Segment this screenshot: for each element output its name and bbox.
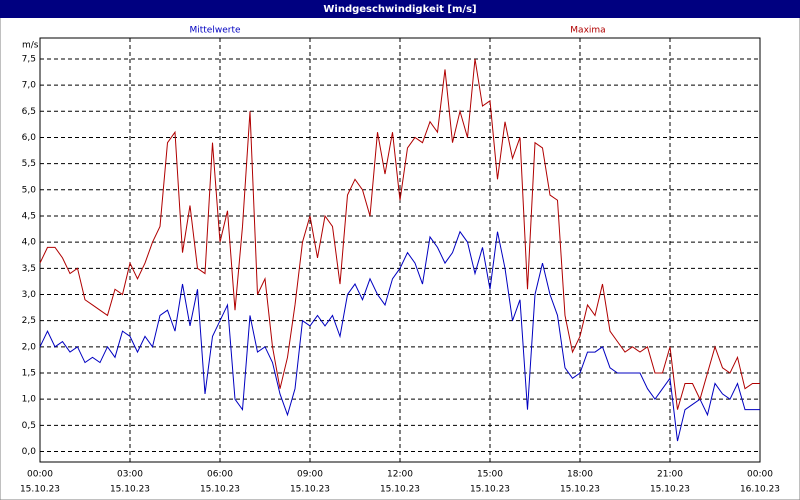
y-tick-label: 5,5: [22, 159, 36, 169]
legend-entry: Mittelwerte: [189, 26, 240, 36]
y-tick-label: 5,0: [22, 185, 37, 195]
y-tick-label: 6,5: [22, 107, 36, 117]
y-tick-label: 3,5: [22, 264, 36, 274]
y-tick-label: 2,5: [22, 316, 36, 326]
y-tick-label: 1,0: [22, 395, 37, 405]
y-tick-label: 3,0: [22, 290, 37, 300]
x-tick-date: 15.10.23: [110, 485, 150, 495]
x-tick-label: 06:00: [207, 470, 233, 480]
x-tick-label: 18:00: [567, 470, 593, 480]
y-tick-label: 2,0: [22, 342, 37, 352]
y-tick-label: 0,5: [22, 421, 36, 431]
data-line: [39, 58, 760, 410]
y-tick-label: 7,5: [22, 54, 36, 64]
legend-entry: Maxima: [570, 26, 605, 36]
y-tick-label: 4,0: [22, 238, 37, 248]
y-tick-label: 6,0: [22, 133, 37, 143]
x-tick-label: 09:00: [297, 470, 323, 480]
x-tick-date: 15.10.23: [200, 485, 240, 495]
data-line: [39, 230, 760, 442]
title-bar: [0, 0, 800, 18]
y-tick-label: 4,5: [22, 211, 36, 221]
y-tick-label: 7,0: [22, 81, 37, 91]
x-tick-label: 12:00: [387, 470, 413, 480]
x-tick-label: 00:00: [27, 470, 53, 480]
x-tick-date: 15.10.23: [650, 485, 690, 495]
x-tick-label: 00:00: [747, 470, 773, 480]
chart-title: Windgeschwindigkeit [m/s]: [323, 4, 476, 15]
x-tick-date: 16.10.23: [740, 485, 780, 495]
x-tick-date: 15.10.23: [20, 485, 60, 495]
x-tick-date: 15.10.23: [470, 485, 510, 495]
y-axis-label: m/s: [22, 41, 39, 51]
x-tick-label: 15:00: [477, 470, 503, 480]
x-tick-label: 21:00: [657, 470, 683, 480]
x-tick-label: 03:00: [117, 470, 143, 480]
x-tick-date: 15.10.23: [290, 485, 330, 495]
x-tick-date: 15.10.23: [560, 485, 600, 495]
y-tick-label: 1,5: [22, 369, 36, 379]
y-tick-label: 0,0: [22, 447, 37, 457]
x-tick-date: 15.10.23: [380, 485, 420, 495]
